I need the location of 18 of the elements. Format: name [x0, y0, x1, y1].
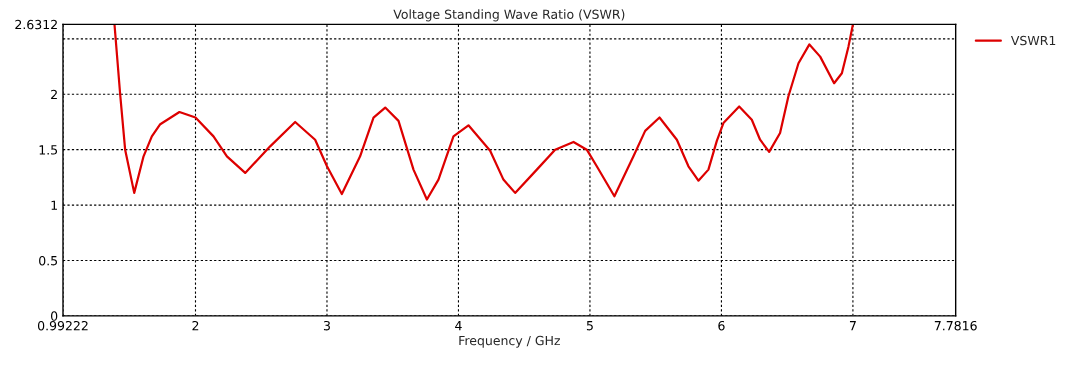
y-tick-label: 1.5	[39, 145, 58, 155]
y-tick-label: 2	[51, 89, 57, 100]
y-tick-label: 2.6312	[15, 19, 57, 30]
x-tick-label: 0.99222	[37, 320, 88, 331]
x-tick-label: 3	[323, 320, 330, 331]
y-tick-label: 1	[51, 200, 57, 210]
line-series	[113, 24, 855, 201]
y-tick-label: 0	[51, 311, 58, 321]
x-tick-label: 7.7816	[934, 320, 977, 331]
x-tick-label: 5	[586, 321, 593, 331]
y-tick-label: 0.5	[39, 255, 58, 266]
x-tick-label: 2	[192, 320, 199, 331]
x-axis-title: Frequency / GHz	[459, 335, 560, 348]
x-tick-label: 6	[718, 320, 725, 331]
legend-label: VSWR1	[1010, 35, 1056, 46]
chart-title: Voltage Standing Wave Ratio (VSWR)	[393, 9, 625, 22]
x-tick-label: 7	[849, 321, 856, 331]
x-tick-label: 4	[455, 321, 462, 331]
